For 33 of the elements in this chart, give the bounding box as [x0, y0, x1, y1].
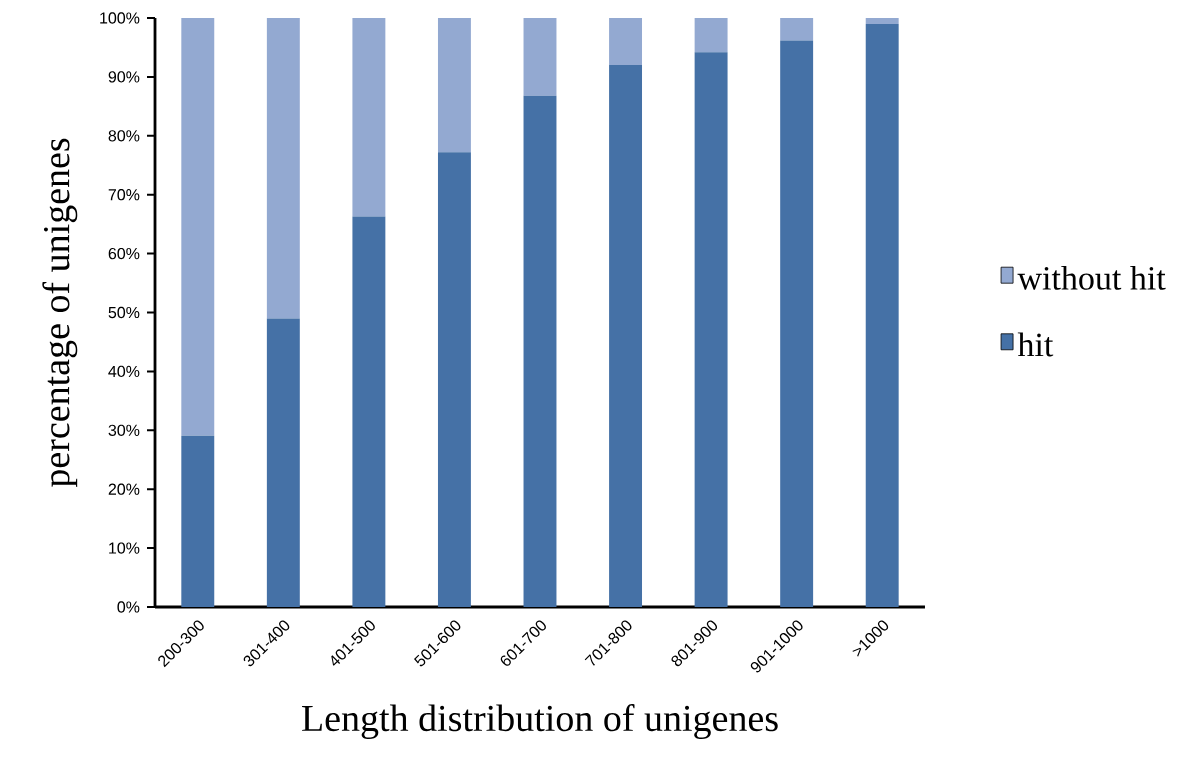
- bar: [266, 18, 300, 319]
- y-tick-label: 0%: [117, 601, 140, 613]
- y-tick-label: 100%: [100, 12, 140, 24]
- bar: [437, 18, 471, 153]
- y-tick-label: 20%: [108, 483, 140, 495]
- bar: [780, 18, 814, 41]
- bar: [694, 52, 728, 607]
- bar: [181, 18, 215, 436]
- y-tick-label: 60%: [108, 247, 140, 260]
- bar: [609, 18, 643, 66]
- x-axis-title: Length distribution of unigenes: [302, 704, 778, 740]
- bar: [437, 152, 471, 607]
- bar: [865, 18, 899, 24]
- y-tick-label: 70%: [108, 189, 140, 201]
- bar: [780, 40, 814, 607]
- bar: [523, 95, 557, 607]
- y-tick-label: 40%: [108, 365, 140, 378]
- y-tick-label: 10%: [109, 542, 140, 554]
- bar: [609, 65, 643, 607]
- legend-label: hit: [1017, 332, 1054, 357]
- y-axis-title: percentage of unigenes: [42, 138, 78, 487]
- legend-label: without hit: [1017, 265, 1166, 290]
- bar: [181, 435, 215, 607]
- bar: [523, 18, 557, 96]
- bar: [352, 216, 386, 607]
- y-tick-label: 50%: [108, 306, 140, 319]
- bar: [352, 18, 386, 217]
- bar: [694, 18, 728, 53]
- y-tick-label: 30%: [108, 424, 140, 436]
- y-tick-label: 80%: [108, 130, 140, 142]
- bar: [266, 318, 300, 607]
- y-tick-label: 90%: [108, 71, 140, 83]
- bar: [865, 23, 899, 607]
